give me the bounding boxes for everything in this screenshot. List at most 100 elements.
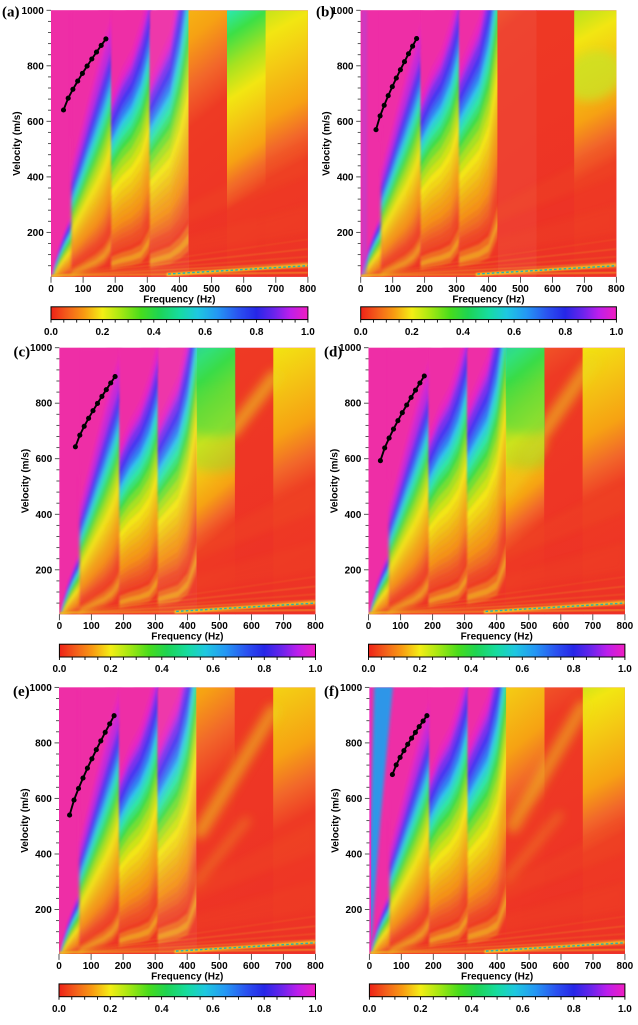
svg-text:Frequency (Hz): Frequency (Hz)	[461, 632, 533, 643]
svg-text:700: 700	[584, 621, 601, 632]
svg-text:0.0: 0.0	[44, 327, 58, 338]
svg-text:800: 800	[307, 621, 324, 632]
svg-text:(c): (c)	[14, 344, 31, 360]
svg-text:Velocity (m/s): Velocity (m/s)	[330, 449, 341, 513]
svg-text:100: 100	[75, 284, 92, 295]
svg-text:200: 200	[36, 565, 53, 576]
svg-text:400: 400	[27, 172, 44, 183]
svg-text:500: 500	[211, 621, 228, 632]
svg-text:Frequency (Hz): Frequency (Hz)	[461, 971, 533, 982]
svg-text:200: 200	[337, 228, 354, 239]
svg-text:700: 700	[576, 284, 593, 295]
svg-text:800: 800	[617, 621, 634, 632]
svg-text:600: 600	[36, 454, 53, 465]
svg-text:400: 400	[346, 850, 363, 861]
svg-text:200: 200	[346, 905, 363, 916]
svg-text:300: 300	[147, 961, 164, 972]
svg-text:(e): (e)	[13, 684, 30, 700]
svg-text:600: 600	[345, 454, 362, 465]
svg-text:600: 600	[337, 117, 354, 128]
svg-text:(a): (a)	[2, 5, 20, 21]
svg-text:0: 0	[56, 961, 62, 972]
svg-text:600: 600	[346, 794, 363, 805]
svg-text:Velocity (m/s): Velocity (m/s)	[20, 788, 31, 852]
svg-text:800: 800	[337, 61, 354, 72]
svg-text:200: 200	[115, 961, 132, 972]
svg-text:0: 0	[57, 621, 63, 632]
svg-text:0: 0	[358, 284, 364, 295]
svg-text:200: 200	[27, 228, 44, 239]
svg-text:400: 400	[36, 510, 53, 521]
svg-text:0.2: 0.2	[413, 664, 427, 675]
svg-text:700: 700	[267, 284, 284, 295]
svg-text:800: 800	[608, 284, 625, 295]
svg-text:500: 500	[203, 284, 220, 295]
svg-text:200: 200	[107, 284, 124, 295]
svg-text:Velocity (m/s): Velocity (m/s)	[330, 788, 341, 852]
svg-text:0.6: 0.6	[507, 327, 521, 338]
svg-text:0: 0	[367, 961, 373, 972]
svg-text:0.4: 0.4	[464, 664, 478, 675]
svg-text:0.0: 0.0	[52, 1004, 66, 1015]
svg-text:600: 600	[35, 794, 52, 805]
svg-text:800: 800	[346, 738, 363, 749]
svg-text:700: 700	[585, 961, 602, 972]
svg-text:600: 600	[243, 961, 260, 972]
svg-text:200: 200	[424, 621, 441, 632]
svg-text:600: 600	[553, 961, 570, 972]
svg-text:1.0: 1.0	[618, 1004, 632, 1015]
svg-text:300: 300	[457, 961, 474, 972]
svg-text:500: 500	[521, 961, 538, 972]
svg-text:600: 600	[235, 284, 252, 295]
svg-text:600: 600	[27, 117, 44, 128]
svg-text:0.8: 0.8	[567, 664, 581, 675]
svg-text:0.4: 0.4	[465, 1004, 479, 1015]
svg-text:500: 500	[211, 961, 228, 972]
svg-text:1.0: 1.0	[309, 1004, 323, 1015]
svg-text:0.8: 0.8	[567, 1004, 581, 1015]
svg-text:400: 400	[179, 621, 196, 632]
svg-text:400: 400	[35, 850, 52, 861]
svg-text:(d): (d)	[324, 344, 342, 360]
svg-text:0.4: 0.4	[155, 1004, 169, 1015]
svg-text:0.2: 0.2	[405, 327, 419, 338]
svg-text:700: 700	[275, 621, 292, 632]
svg-text:400: 400	[179, 961, 196, 972]
svg-text:800: 800	[345, 399, 362, 410]
svg-text:500: 500	[512, 284, 529, 295]
svg-text:0.4: 0.4	[155, 664, 169, 675]
svg-text:200: 200	[425, 961, 442, 972]
svg-text:800: 800	[36, 399, 53, 410]
svg-text:400: 400	[489, 961, 506, 972]
svg-text:0.2: 0.2	[95, 327, 109, 338]
svg-text:0.8: 0.8	[250, 327, 264, 338]
svg-text:100: 100	[393, 961, 410, 972]
svg-text:300: 300	[139, 284, 156, 295]
svg-text:0.0: 0.0	[362, 1004, 376, 1015]
svg-text:1000: 1000	[339, 343, 362, 354]
svg-text:1000: 1000	[331, 6, 354, 17]
svg-text:Frequency (Hz): Frequency (Hz)	[151, 632, 223, 643]
svg-text:1000: 1000	[30, 683, 53, 694]
svg-text:0.6: 0.6	[516, 1004, 530, 1015]
svg-text:200: 200	[35, 905, 52, 916]
svg-text:0.6: 0.6	[515, 664, 529, 675]
svg-text:200: 200	[115, 621, 132, 632]
svg-text:200: 200	[345, 565, 362, 576]
svg-text:Velocity (m/s): Velocity (m/s)	[20, 449, 31, 513]
svg-text:0: 0	[366, 621, 372, 632]
svg-text:Velocity (m/s): Velocity (m/s)	[322, 111, 333, 175]
svg-text:0.0: 0.0	[52, 664, 66, 675]
svg-text:0.6: 0.6	[198, 327, 212, 338]
svg-text:0.8: 0.8	[257, 664, 271, 675]
svg-text:500: 500	[520, 621, 537, 632]
svg-text:100: 100	[83, 961, 100, 972]
svg-text:0: 0	[48, 284, 54, 295]
svg-text:Frequency (Hz): Frequency (Hz)	[143, 294, 215, 305]
svg-text:1.0: 1.0	[309, 664, 323, 675]
svg-text:0.4: 0.4	[147, 327, 161, 338]
svg-text:1000: 1000	[22, 6, 45, 17]
svg-text:0.2: 0.2	[104, 664, 118, 675]
svg-text:1.0: 1.0	[618, 664, 632, 675]
svg-text:200: 200	[416, 284, 433, 295]
